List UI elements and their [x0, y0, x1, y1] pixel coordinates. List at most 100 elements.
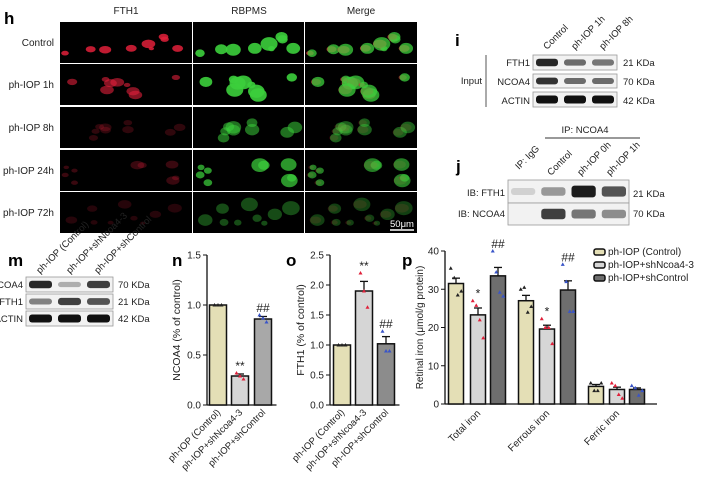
protein-band	[29, 298, 52, 305]
fth1-signal	[71, 168, 78, 173]
rbpms-signal	[287, 174, 297, 182]
rbpms-signal	[399, 73, 410, 82]
rbpms-signal	[252, 214, 262, 222]
x-tick-label: Ferric iron	[583, 408, 623, 448]
fth1-signal	[167, 203, 182, 213]
micrograph-ph-IOP 72h-Merge	[305, 192, 417, 233]
protein-band	[29, 280, 52, 289]
data-point	[448, 266, 453, 270]
band-label: IB: NCOA4	[458, 209, 505, 220]
bar	[208, 304, 228, 406]
data-point	[358, 271, 363, 275]
data-point	[257, 313, 262, 317]
y-axis-label: NCOA4 (% of control)	[171, 279, 183, 381]
bar	[447, 282, 465, 405]
y-tick-label: 0.5	[310, 371, 324, 382]
rbpms-signal	[225, 43, 241, 56]
fth1-signal	[400, 123, 412, 132]
fth1-signal	[137, 162, 147, 169]
panel-label-n: n	[172, 251, 182, 270]
fth1-signal	[65, 216, 78, 224]
protein-band	[592, 78, 614, 84]
protein-band	[511, 188, 536, 195]
fth1-signal	[107, 220, 114, 225]
rbpms-signal	[287, 121, 303, 134]
bar	[230, 375, 250, 406]
rbpms-signal	[316, 167, 324, 174]
micrograph-Control-Merge	[305, 22, 417, 63]
fth1-signal	[61, 172, 69, 178]
legend-swatch	[593, 248, 606, 256]
y-tick-label: 1.0	[310, 341, 324, 352]
data-point	[459, 289, 464, 293]
protein-band	[592, 59, 614, 66]
fth1-signal	[166, 176, 180, 185]
data-point	[543, 325, 548, 329]
fth1-signal	[122, 126, 134, 134]
bar	[587, 385, 605, 405]
fth1-signal	[165, 160, 179, 169]
rbpms-signal	[357, 123, 372, 136]
row-label-control: Control	[22, 38, 54, 49]
fth1-signal	[334, 123, 344, 130]
blot-strip	[507, 202, 630, 226]
y-tick-label: 1.0	[187, 301, 201, 312]
data-point	[588, 380, 593, 385]
bar	[469, 314, 487, 405]
data-point	[595, 388, 600, 393]
rbpms-signal	[365, 214, 375, 222]
protein-band	[571, 209, 596, 219]
rbpms-signal	[225, 121, 242, 134]
rbpms-signal	[280, 158, 297, 171]
rbpms-signal	[261, 220, 268, 226]
band-size: 42 KDa	[623, 96, 655, 107]
data-point	[264, 320, 269, 324]
panel-label-o: o	[286, 251, 296, 270]
row-label-8h: ph-IOP 8h	[9, 123, 54, 134]
data-point	[613, 383, 618, 388]
micrograph-ph-IOP 8h-FTH1	[60, 107, 192, 148]
fth1-signal	[99, 45, 112, 54]
protein-band	[58, 281, 81, 288]
x-tick-label: Ferrous iron	[506, 408, 552, 454]
data-point	[546, 325, 551, 329]
data-point	[241, 377, 246, 381]
column-header-rbpms: RBPMS	[231, 6, 267, 17]
rbpms-signal	[247, 81, 256, 89]
bar	[376, 343, 396, 406]
x-tick-label: Total iron	[447, 408, 483, 444]
data-point	[620, 396, 625, 400]
fth1-signal	[141, 39, 156, 49]
rbpms-signal	[195, 171, 205, 179]
data-point	[525, 310, 530, 314]
rbpms-signal	[199, 76, 213, 87]
data-point	[490, 249, 495, 253]
fth1-signal	[90, 220, 98, 225]
data-point	[343, 343, 348, 347]
western-blot-j	[507, 179, 630, 226]
significance-marker: ##	[256, 301, 270, 315]
band-label: ACTIN	[502, 96, 531, 107]
rbpms-signal	[275, 31, 288, 42]
column-header-merge: Merge	[347, 6, 376, 17]
band-size: 21 KDa	[623, 58, 655, 69]
band-size: 21 KDa	[633, 189, 665, 200]
rbpms-signal	[226, 83, 244, 97]
fth1-signal	[309, 216, 322, 224]
bar	[354, 290, 374, 406]
data-point	[452, 275, 457, 280]
rbpms-signal	[346, 219, 354, 226]
rbpms-signal	[359, 118, 370, 128]
micrograph-ph-IOP 24h-FTH1	[60, 150, 192, 191]
fth1-signal	[91, 128, 100, 134]
fth1-signal	[99, 123, 112, 132]
data-point	[539, 316, 544, 321]
panel-h: h FTH1 RBPMS Merge Control ph-IOP 1h ph-…	[3, 6, 417, 233]
fth1-signal	[338, 126, 350, 134]
protein-band	[58, 314, 81, 323]
fth1-signal	[330, 220, 338, 225]
rbpms-signal	[400, 121, 416, 134]
protein-band	[564, 78, 586, 84]
rbpms-signal	[219, 218, 229, 226]
data-point	[550, 341, 555, 346]
